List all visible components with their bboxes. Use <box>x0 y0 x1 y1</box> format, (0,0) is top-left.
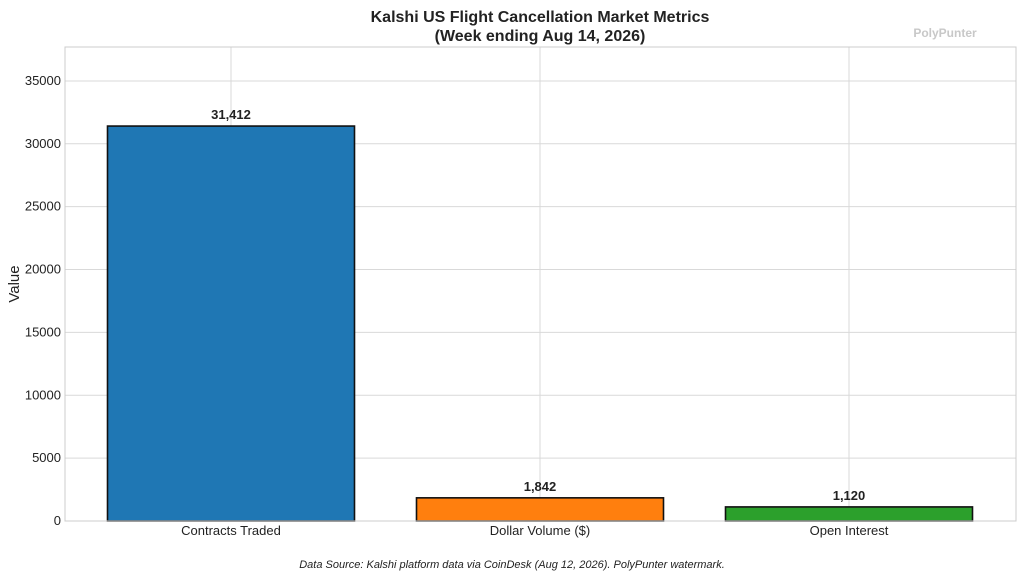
x-tick-label: Dollar Volume ($) <box>490 523 590 538</box>
y-tick-label: 0 <box>54 513 61 528</box>
y-tick-label: 25000 <box>25 199 61 214</box>
data-labels: 31,412 1,842 1,120 <box>211 107 865 503</box>
bars <box>106 125 974 522</box>
y-tick-label: 5000 <box>32 450 61 465</box>
bar-contracts-traded <box>106 125 356 522</box>
bar-value-label: 1,842 <box>524 479 557 494</box>
x-axis-ticks: Contracts Traded Dollar Volume ($) Open In… <box>181 523 889 538</box>
bar-value-label: 1,120 <box>833 488 866 503</box>
bar-value-label: 31,412 <box>211 107 251 122</box>
bar-open-interest <box>724 506 974 522</box>
bar-dollar-volume <box>415 497 665 522</box>
chart-title-line-1: Kalshi US Flight Cancellation Market Met… <box>371 9 710 26</box>
y-axis-label: Value <box>6 265 23 302</box>
y-tick-label: 20000 <box>25 262 61 277</box>
plot-frame <box>64 46 1017 522</box>
y-tick-label: 15000 <box>25 324 61 339</box>
chart-title-line-2: (Week ending Aug 14, 2026) <box>435 28 646 45</box>
x-tick-label: Contracts Traded <box>181 523 281 538</box>
y-tick-label: 10000 <box>25 387 61 402</box>
source-note: Data Source: Kalshi platform data via Co… <box>299 559 725 571</box>
y-tick-label: 30000 <box>25 136 61 151</box>
x-tick-label: Open Interest <box>810 523 889 538</box>
watermark: PolyPunter <box>913 26 977 40</box>
y-tick-label: 35000 <box>25 73 61 88</box>
y-axis-ticks: 0 5000 10000 15000 20000 25000 30000 35000 <box>25 73 61 528</box>
